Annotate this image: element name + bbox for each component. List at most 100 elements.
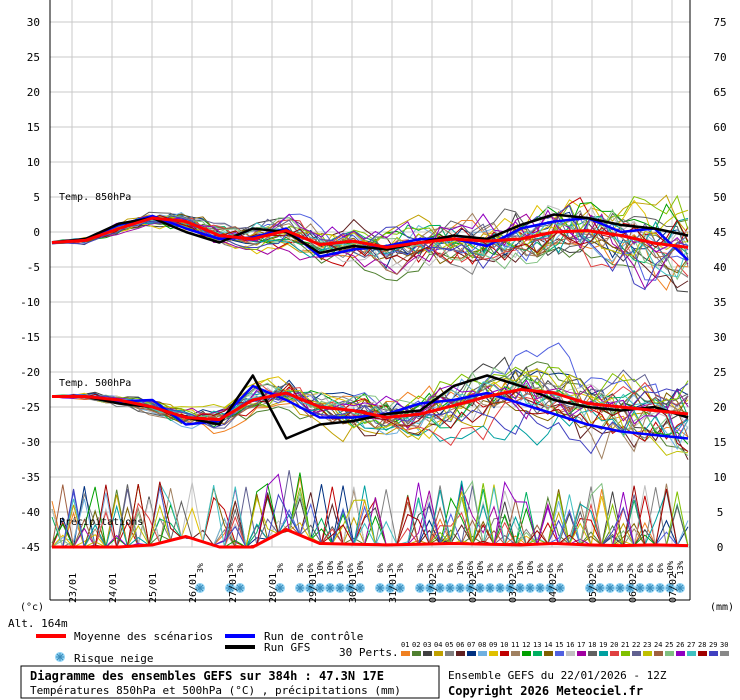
snowflake-icon bbox=[625, 583, 635, 593]
x-date-label: 28/01 bbox=[268, 573, 279, 603]
snowflake-icon bbox=[515, 583, 525, 593]
snowflake-rays bbox=[596, 584, 604, 592]
pert-swatch bbox=[698, 651, 707, 656]
snow-risk-label: 6% bbox=[546, 563, 555, 573]
y-right-tick-label: 15 bbox=[713, 436, 726, 449]
snowflake-rays bbox=[386, 584, 394, 592]
x-date-label: 03/02 bbox=[508, 573, 519, 603]
snowflake-rays bbox=[646, 584, 654, 592]
pert-swatch bbox=[643, 651, 652, 656]
y-right-tick-label: 35 bbox=[713, 296, 726, 309]
snowflake-icon bbox=[475, 583, 485, 593]
snow-risk-label: 10% bbox=[666, 561, 675, 576]
legend-perts-label: 30 Perts. bbox=[339, 646, 399, 659]
snowflake-icon bbox=[235, 583, 245, 593]
pert-swatch bbox=[709, 651, 718, 656]
snow-risk-label: 10% bbox=[526, 561, 535, 576]
snowflake-icon bbox=[505, 583, 515, 593]
pert-number: 19 bbox=[599, 641, 607, 649]
panel-label-t850: Temp. 850hPa bbox=[59, 192, 131, 203]
snow-risk-label: 3% bbox=[296, 563, 305, 573]
snow-risk-label: 3% bbox=[396, 563, 405, 573]
snowflake-icon bbox=[655, 583, 665, 593]
y-left-tick-label: 20 bbox=[27, 86, 40, 99]
snow-risk-label: 3% bbox=[426, 563, 435, 573]
x-date-label: 31/01 bbox=[388, 573, 399, 603]
snow-risk-label: 3% bbox=[496, 563, 505, 573]
snowflake-icon bbox=[445, 583, 455, 593]
pert-swatch bbox=[599, 651, 608, 656]
snow-risk-row: 3% 3% 3% 3% 3% 6% 10% 10% 10% 6% 10% 6% 3% 3% 3% 3% 3% 6%… bbox=[195, 561, 685, 593]
pert-swatch bbox=[533, 651, 542, 656]
run-info: Ensemble GEFS du 22/01/2026 - 12Z bbox=[448, 669, 667, 682]
pert-number: 29 bbox=[709, 641, 717, 649]
y-right-tick-label: 40 bbox=[713, 261, 726, 274]
copyright: Copyright 2026 Meteociel.fr bbox=[448, 684, 643, 698]
pert-number: 13 bbox=[533, 641, 541, 649]
snowflake-icon bbox=[525, 583, 535, 593]
snowflake-rays bbox=[296, 584, 304, 592]
panel-label-precip: Précipitations bbox=[59, 516, 143, 528]
snow-risk-label: 10% bbox=[336, 561, 345, 576]
snowflake-rays bbox=[416, 584, 424, 592]
snowflake-rays bbox=[486, 584, 494, 592]
grid bbox=[50, 0, 690, 548]
y-left-tick-label: -15 bbox=[20, 331, 40, 344]
altitude-label: Alt. 164m bbox=[8, 617, 68, 630]
y-right-tick-label: 10 bbox=[713, 471, 726, 484]
pert-number: 01 bbox=[401, 641, 409, 649]
pert-swatch bbox=[665, 651, 674, 656]
perturbation-line-t850 bbox=[51, 204, 689, 291]
snow-risk-label: 6% bbox=[446, 563, 455, 573]
y-left-tick-label: 15 bbox=[27, 121, 40, 134]
y-right-unit: (mm) bbox=[710, 602, 734, 613]
snow-risk-label: 3% bbox=[416, 563, 425, 573]
snow-risk-label: 10% bbox=[356, 561, 365, 576]
y-left-tick-label: 25 bbox=[27, 51, 40, 64]
footer-subtitle: Températures 850hPa et 500hPa (°C) , pré… bbox=[30, 684, 401, 697]
x-date-label: 06/02 bbox=[628, 573, 639, 603]
pert-swatch bbox=[467, 651, 476, 656]
x-date-label: 01/02 bbox=[428, 573, 439, 603]
snowflake-rays bbox=[666, 584, 674, 592]
snow-risk-label: 3% bbox=[276, 563, 285, 573]
pert-swatch bbox=[522, 651, 531, 656]
snowflake-icon bbox=[55, 652, 65, 662]
x-date-label: 02/02 bbox=[468, 573, 479, 603]
snowflake-rays bbox=[236, 584, 244, 592]
legend-mean-swatch bbox=[36, 634, 66, 638]
pert-number: 22 bbox=[632, 641, 640, 649]
snow-risk-label: 3% bbox=[626, 563, 635, 573]
x-date-label: 23/01 bbox=[68, 573, 79, 603]
y-right-tick-label: 75 bbox=[713, 16, 726, 29]
snowflake-icon bbox=[425, 583, 435, 593]
x-date-label: 30/01 bbox=[348, 573, 359, 603]
snowflake-icon bbox=[495, 583, 505, 593]
snowflake-icon bbox=[455, 583, 465, 593]
y-left-tick-label: -30 bbox=[20, 436, 40, 449]
snow-risk-label: 3% bbox=[196, 563, 205, 573]
snowflake-rays bbox=[616, 584, 624, 592]
y-left-tick-label: 5 bbox=[33, 191, 40, 204]
snowflake-icon bbox=[435, 583, 445, 593]
snowflake-rays bbox=[636, 584, 644, 592]
footer-box bbox=[20, 665, 440, 699]
x-date-label: 07/02 bbox=[668, 573, 679, 603]
series-line-t500 bbox=[52, 384, 689, 440]
perturbation-line-t500 bbox=[51, 367, 689, 456]
legend-snow-label: Risque neige bbox=[74, 652, 153, 665]
legend-gfs-label: Run GFS bbox=[264, 641, 310, 654]
legend: Moyenne des scénarios Run de contrôle Ru… bbox=[36, 630, 729, 665]
snowflake-rays bbox=[336, 584, 344, 592]
pert-swatch bbox=[588, 651, 597, 656]
y-left-tick-label: -5 bbox=[27, 261, 40, 274]
snowflake-rays bbox=[226, 584, 234, 592]
snowflake-rays bbox=[516, 584, 524, 592]
snowflake-rays bbox=[506, 584, 514, 592]
x-date-label: 27/01 bbox=[228, 573, 239, 603]
snowflake-icon bbox=[585, 583, 595, 593]
snowflake-rays bbox=[526, 584, 534, 592]
snow-risk-label: 3% bbox=[556, 563, 565, 573]
snowflake-rays bbox=[536, 584, 544, 592]
